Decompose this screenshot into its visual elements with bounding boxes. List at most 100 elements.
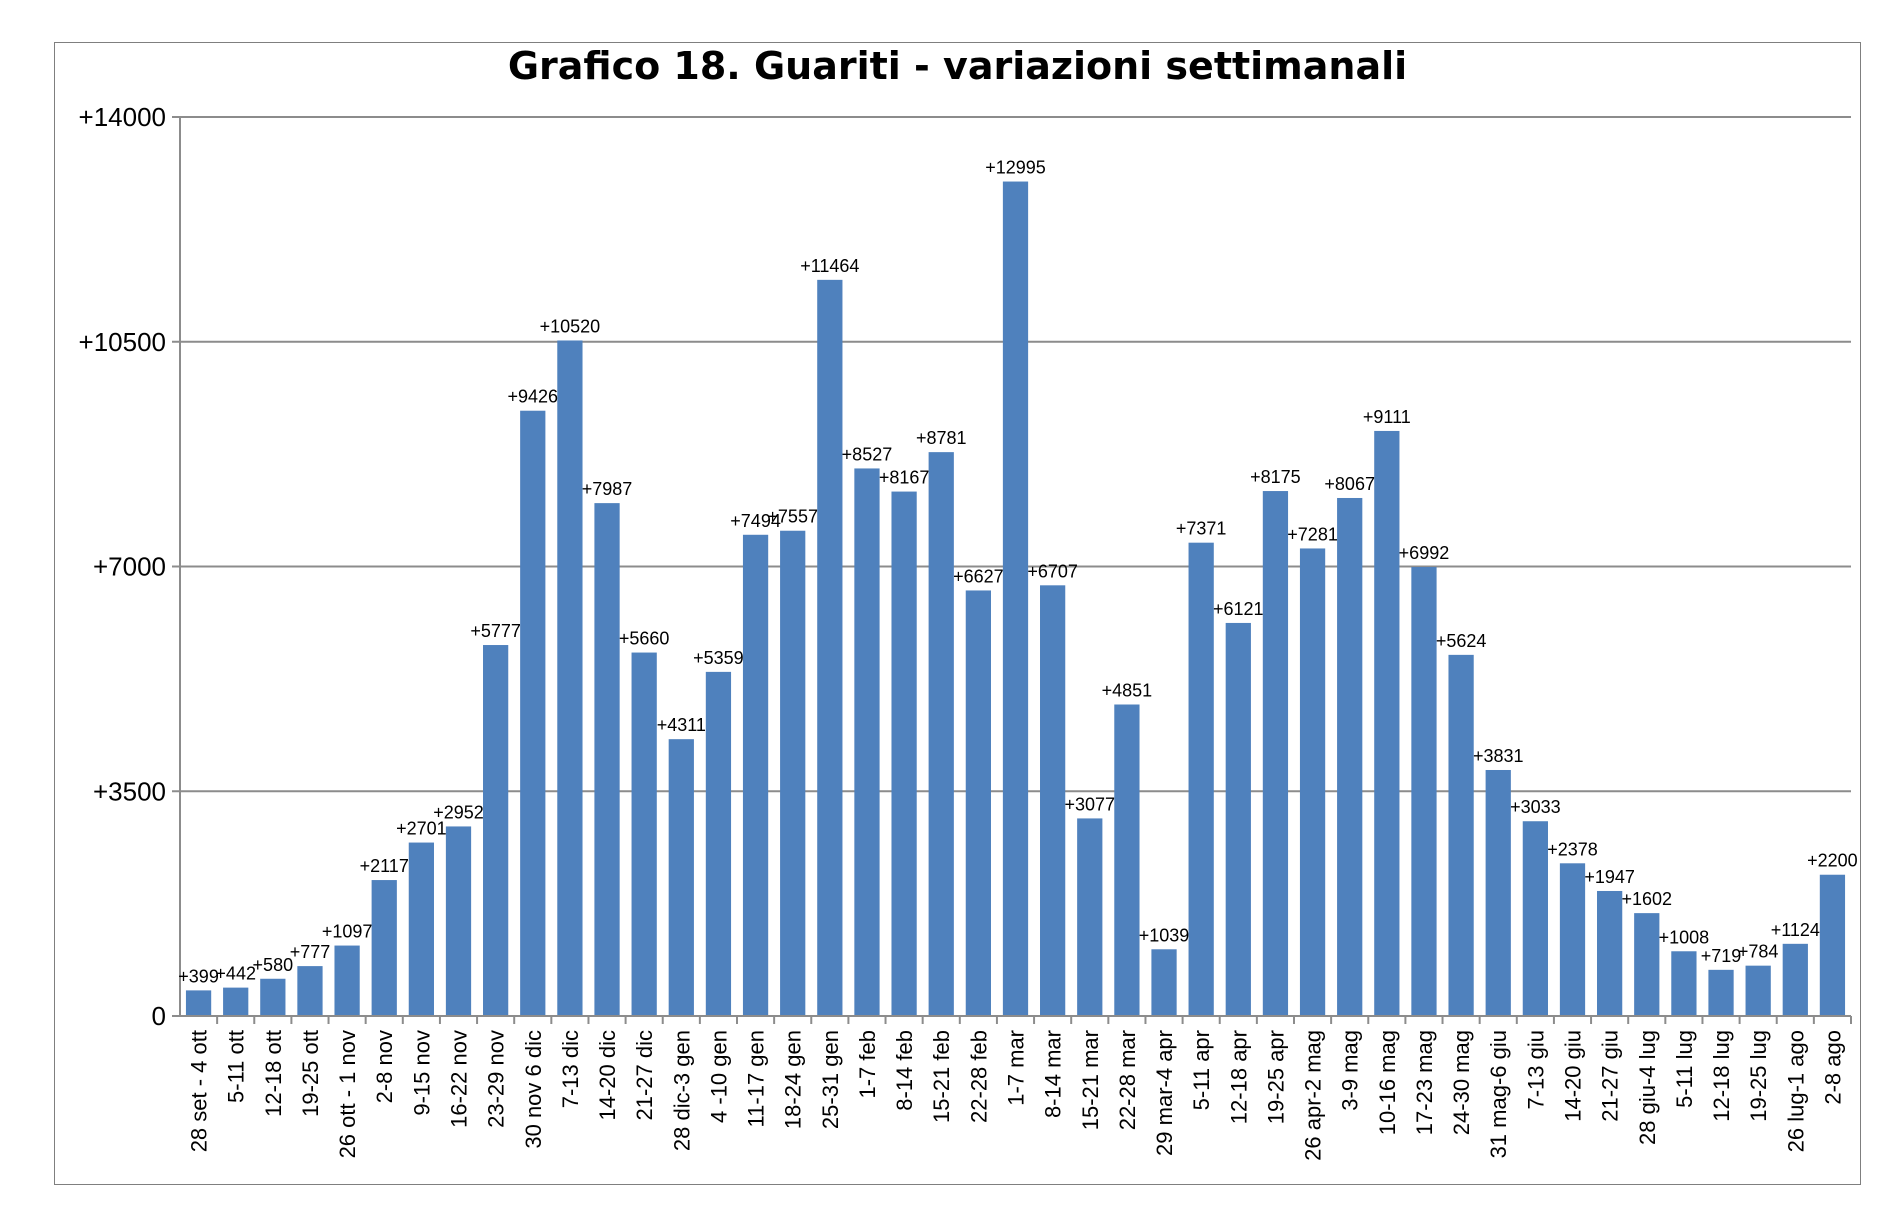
data-label: +7987: [582, 479, 633, 499]
bar: [1745, 965, 1771, 1016]
data-label: +442: [215, 964, 256, 984]
bar: [1671, 951, 1697, 1016]
x-tick-label: 14-20 giu: [1561, 1030, 1586, 1122]
bar: [1225, 622, 1251, 1016]
x-tick-label: 15-21 feb: [929, 1030, 954, 1123]
data-label: +8167: [879, 468, 930, 488]
data-label: +2378: [1547, 839, 1598, 859]
x-tick-label: 7-13 dic: [558, 1030, 583, 1108]
data-label: +5660: [619, 629, 670, 649]
x-tick-label: 8-14 feb: [892, 1030, 917, 1111]
data-label: +8067: [1324, 474, 1375, 494]
bar: [817, 279, 843, 1017]
bar: [334, 945, 360, 1016]
axes: [172, 117, 1852, 1024]
bar: [1634, 913, 1660, 1016]
data-label: +3033: [1510, 797, 1561, 817]
data-label: +9426: [507, 387, 558, 407]
x-tick-label: 14-20 dic: [595, 1030, 620, 1121]
data-label: +3077: [1064, 794, 1115, 814]
data-label: +1602: [1621, 889, 1672, 909]
bar: [1040, 585, 1066, 1016]
bar: [1597, 890, 1623, 1016]
x-tick-label: 5-11 lug: [1672, 1030, 1697, 1108]
data-label: +7557: [767, 507, 818, 527]
x-tick-label: 2-8 nov: [372, 1030, 397, 1103]
data-label: +2952: [433, 802, 484, 822]
data-label: +12995: [985, 158, 1046, 178]
data-label: +5359: [693, 648, 744, 668]
data-label: +7281: [1287, 524, 1338, 544]
data-label: +8781: [916, 428, 967, 448]
x-tick-label: 26 apr-2 mag: [1301, 1030, 1326, 1161]
x-tick-label: 2-8 ago: [1820, 1030, 1845, 1105]
x-tick-label: 29 mar-4 apr: [1152, 1030, 1177, 1156]
data-label: +6627: [953, 566, 1004, 586]
x-tick-label: 4 -10 gen: [706, 1030, 731, 1123]
x-tick-label: 24-30 mag: [1449, 1030, 1474, 1135]
bar: [483, 645, 509, 1016]
labels: 0 +3500 +7000 +10500 +14000 +399 28 set - 4 ot…: [79, 102, 1858, 1161]
x-tick-label: 9-15 nov: [409, 1030, 434, 1116]
x-tick-label: 3-9 mag: [1338, 1030, 1363, 1111]
x-tick-label: 22-28 mar: [1115, 1030, 1140, 1130]
bar: [408, 842, 434, 1016]
x-tick-label: 7-13 giu: [1523, 1030, 1548, 1110]
bar: [1188, 542, 1214, 1016]
x-tick-label: 28 set - 4 ott: [187, 1030, 212, 1152]
x-tick-label: 26 ott - 1 nov: [335, 1030, 360, 1158]
x-tick-label: 11-17 gen: [744, 1030, 769, 1127]
x-tick-label: 17-23 mag: [1412, 1030, 1437, 1135]
bar: [557, 340, 583, 1017]
bar: [1559, 863, 1586, 1016]
data-label: +399: [178, 966, 219, 986]
data-label: +9111: [1363, 407, 1411, 427]
x-tick-label: 12-18 ott: [261, 1030, 286, 1117]
x-tick-label: 12-18 lug: [1709, 1030, 1734, 1122]
data-label: +1008: [1659, 927, 1710, 947]
bar: [742, 534, 769, 1016]
bar: [1337, 497, 1363, 1016]
bar: [297, 966, 323, 1016]
bar: [1002, 181, 1029, 1017]
bar: [1448, 654, 1474, 1016]
data-label: +8175: [1250, 467, 1301, 487]
x-tick-label: 19-25 apr: [1263, 1030, 1288, 1124]
data-label: +1097: [322, 922, 373, 942]
x-tick-label: 28 giu-4 lug: [1635, 1030, 1660, 1145]
x-tick-label: 31 mag-6 giu: [1486, 1030, 1511, 1158]
x-tick-label: 1-7 mar: [1004, 1030, 1029, 1106]
data-label: +1124: [1771, 920, 1820, 940]
data-label: +1947: [1584, 867, 1635, 887]
data-label: +8527: [842, 444, 893, 464]
data-label: +6707: [1027, 561, 1078, 581]
data-label: +777: [290, 942, 331, 962]
x-tick-label: 16-22 nov: [447, 1030, 472, 1128]
x-tick-label: 25-31 gen: [818, 1030, 843, 1129]
chart-title: Grafico 18. Guariti - variazioni settima…: [507, 44, 1408, 88]
y-tick-label: +3500: [93, 776, 166, 806]
bar: [1114, 704, 1140, 1016]
x-tick-label: 10-16 mag: [1375, 1030, 1400, 1135]
bar: [1411, 567, 1437, 1016]
y-tick-label: +7000: [93, 552, 166, 582]
data-label: +580: [253, 955, 294, 975]
bar: [780, 530, 806, 1016]
bar: [1782, 943, 1808, 1016]
x-tick-label: 23-29 nov: [484, 1030, 509, 1128]
bar: [891, 491, 917, 1017]
bar: [1819, 874, 1846, 1016]
bar: [223, 987, 249, 1016]
data-label: +10520: [540, 316, 601, 336]
x-tick-label: 15-21 mar: [1078, 1030, 1103, 1130]
bar: [668, 739, 694, 1016]
data-label: +719: [1701, 946, 1742, 966]
y-tick-label: +14000: [79, 102, 166, 132]
data-label: +3831: [1473, 746, 1524, 766]
bar: [854, 468, 880, 1016]
data-label: +2117: [360, 856, 409, 876]
data-label: +6121: [1213, 599, 1264, 619]
x-tick-label: 5-11 ott: [224, 1030, 249, 1103]
data-label: +5624: [1436, 631, 1487, 651]
